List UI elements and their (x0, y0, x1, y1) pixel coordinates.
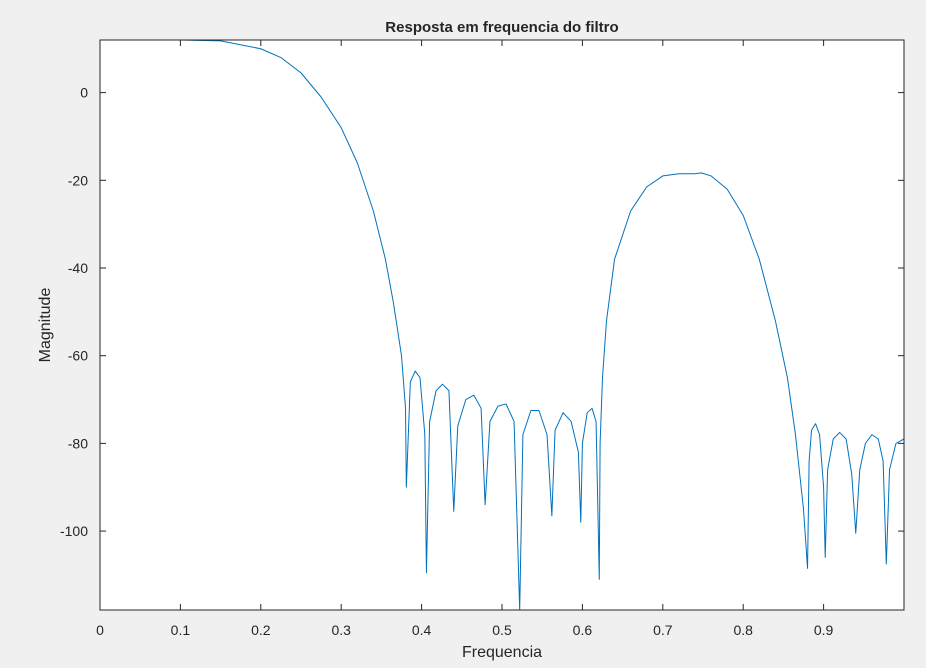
y-tick-label: -80 (68, 435, 88, 451)
x-tick-label: 0.6 (573, 622, 593, 638)
series-line (100, 40, 904, 610)
x-tick-label: 0.2 (251, 622, 271, 638)
x-tick-label: 0.1 (171, 622, 191, 638)
x-axis-label: Frequencia (462, 644, 542, 661)
x-tick-label: 0 (96, 622, 104, 638)
x-tick-label: 0.8 (733, 622, 753, 638)
x-tick-label: 0.7 (653, 622, 673, 638)
x-tick-label: 0.3 (331, 622, 351, 638)
chart-title: Resposta em frequencia do filtro (385, 19, 618, 36)
y-tick-label: -20 (68, 172, 88, 188)
y-tick-label: -100 (60, 523, 88, 539)
y-axis: 0 -20 -40 -60 -80 -100 (60, 85, 904, 539)
plot-content (100, 40, 904, 610)
y-tick-label: -60 (68, 348, 88, 364)
y-axis-label: Magnitude (37, 288, 54, 363)
x-tick-label: 0.4 (412, 622, 432, 638)
y-tick-label: -40 (68, 260, 88, 276)
x-tick-label: 0.5 (492, 622, 512, 638)
plot-area (100, 40, 904, 610)
y-tick-label: 0 (80, 85, 88, 101)
x-tick-label: 0.9 (814, 622, 834, 638)
x-axis: 0 0.1 0.2 0.3 0.4 0.5 0.6 0.7 0.8 0.9 (96, 40, 834, 638)
